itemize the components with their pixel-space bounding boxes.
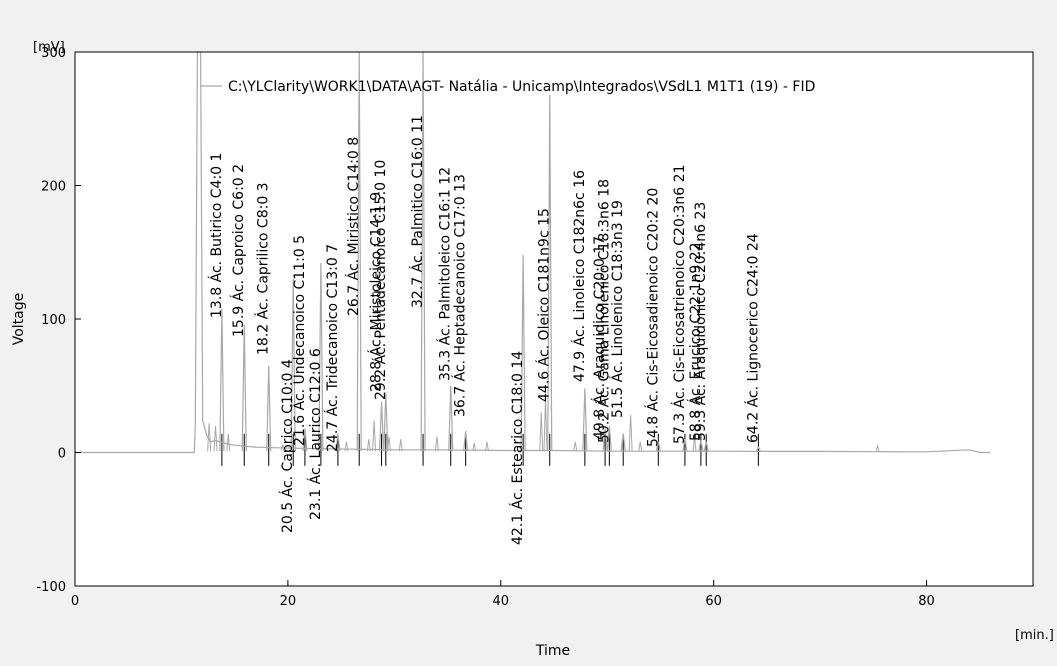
peak-label-18: 50.2 Ác. Gama Linolenico C18:3n6 18 <box>595 179 612 443</box>
peak-label-11: 32.7 Ác. Palmitico C16:0 11 <box>409 115 426 308</box>
minor-peak <box>543 399 548 452</box>
y-tick-label: 200 <box>41 180 66 195</box>
peak-label-21: 57.3 Ác. Cis-Eicosatrienoico C20:3n6 21 <box>671 165 688 444</box>
minor-peak <box>539 412 544 452</box>
peak-label-24: 64.2 Ác. Lignocerico C24:0 24 <box>744 233 761 443</box>
x-unit-label: [min.] <box>1015 628 1054 643</box>
peak-label-3: 18.2 Ác. Caprilico C8:0 3 <box>255 182 272 355</box>
peak-22 <box>698 440 704 452</box>
minor-peak <box>226 433 231 452</box>
x-tick-label: 40 <box>493 594 510 609</box>
peak-label-9: 28.8 Ác. Miristoleico C14:1 9 <box>368 192 385 392</box>
minor-peak <box>472 443 477 452</box>
peak-label-1: 13.8 Ác. Butirico C4:0 1 <box>208 153 225 318</box>
peak-13 <box>463 431 469 452</box>
peak-18 <box>606 425 612 452</box>
minor-peak <box>573 441 578 452</box>
peak-4 <box>290 278 296 452</box>
peak-9 <box>378 401 385 452</box>
x-axis-title: Time <box>535 643 570 659</box>
y-unit-label: [mV] <box>33 40 65 55</box>
plot-area <box>75 52 1033 586</box>
minor-peak <box>280 444 285 452</box>
peak-label-4: 20.5 Ác. Caprico C10:0 4 <box>279 359 296 533</box>
y-tick-label: 100 <box>41 313 66 328</box>
peak-14 <box>520 254 526 452</box>
peak-15 <box>547 94 553 452</box>
x-tick-label: 60 <box>705 594 722 609</box>
peak-label-2: 15.9 Ác. Caproico C6:0 2 <box>230 164 247 337</box>
minor-peak <box>372 420 377 452</box>
peak-label-20: 54.8 Ác. Cis-Eicosadienoico C20:2 20 <box>644 188 661 447</box>
minor-peak <box>638 441 643 452</box>
minor-peak <box>207 423 212 452</box>
peak-7 <box>335 433 341 452</box>
axis-ticks: 0 20 40 60 80 -100 0 100 200 300 <box>36 46 934 609</box>
peak-label-23: 59.3 Ác. Araquidonico C20:4n6 23 <box>692 202 709 441</box>
minor-peak <box>484 441 489 452</box>
y-tick-label: 300 <box>41 46 66 61</box>
minor-peak <box>366 439 371 452</box>
chromatogram-trace <box>75 51 991 454</box>
minor-peak <box>692 436 697 452</box>
peak-label-13: 36.7 Ác. Heptadecanoico C17:0 13 <box>452 174 469 417</box>
peak-labels: 13.8 Ác. Butirico C4:0 1 15.9 Ác. Caproic… <box>208 115 761 545</box>
minor-peak <box>875 443 880 452</box>
peak-23 <box>703 441 709 452</box>
peak-label-19: 51.5 Ác. Linolenico C18:3n3 19 <box>609 200 626 418</box>
peak-21 <box>682 439 688 452</box>
peak-17 <box>602 428 608 452</box>
minor-peak <box>628 415 633 452</box>
peak-1 <box>219 308 225 452</box>
peak-label-16: 47.9 Ác. Linoleico C182n6c 16 <box>571 170 588 382</box>
peak-label-10: 29.2 Ác. Pentadecanoico C15:0 10 <box>372 160 389 400</box>
y-tick-label: 0 <box>58 447 66 462</box>
y-axis-title: Voltage <box>11 293 27 346</box>
peak-24 <box>755 445 761 452</box>
minor-peak <box>344 441 349 452</box>
peak-label-6: 23.1 Ác. Laurico C12:0 6 <box>307 348 324 520</box>
minor-peak <box>398 439 403 452</box>
x-tick-label: 0 <box>71 594 79 609</box>
x-tick-label: 80 <box>918 594 935 609</box>
peak-2 <box>241 324 247 452</box>
minor-peak <box>434 436 439 452</box>
peak-lines <box>219 51 761 452</box>
minor-peak <box>213 425 218 452</box>
peak-20 <box>655 441 661 452</box>
peak-3 <box>266 365 272 452</box>
peak-label-15: 44.6 Ác. Oleico C181n9c 15 <box>536 208 553 402</box>
x-tick-label: 20 <box>280 594 297 609</box>
peak-label-17: 49.8 Ác. Araquidico C20:0 17 <box>591 236 608 440</box>
minor-peaks <box>207 399 880 452</box>
peak-label-8: 26.7 Ác. Miristico C14:0 8 <box>345 137 362 316</box>
peak-label-22: 58.8 Ác. Erucico C22:1n9 22 <box>687 242 704 441</box>
peak-label-12: 35.3 Ác. Palmitoleico C16:1 12 <box>437 167 454 381</box>
legend-series-label: C:\YLClarity\WORK1\DATA\AGT- Natália - U… <box>228 79 815 95</box>
peak-10 <box>383 392 389 452</box>
peak-label-5: 21.6 Ác. Undecanoico C11:0 5 <box>291 235 308 446</box>
peak-5 <box>302 428 308 452</box>
peak-19 <box>620 433 626 452</box>
peak-12 <box>448 385 454 452</box>
peak-6 <box>318 262 324 452</box>
peak-16 <box>582 388 588 452</box>
y-tick-label: -100 <box>36 580 66 595</box>
peak-label-14: 42.1 Ác. Estearico C18:0 14 <box>509 351 526 545</box>
peak-label-7: 24.7 Ác. Tridecanoico C13:0 7 <box>324 244 341 452</box>
